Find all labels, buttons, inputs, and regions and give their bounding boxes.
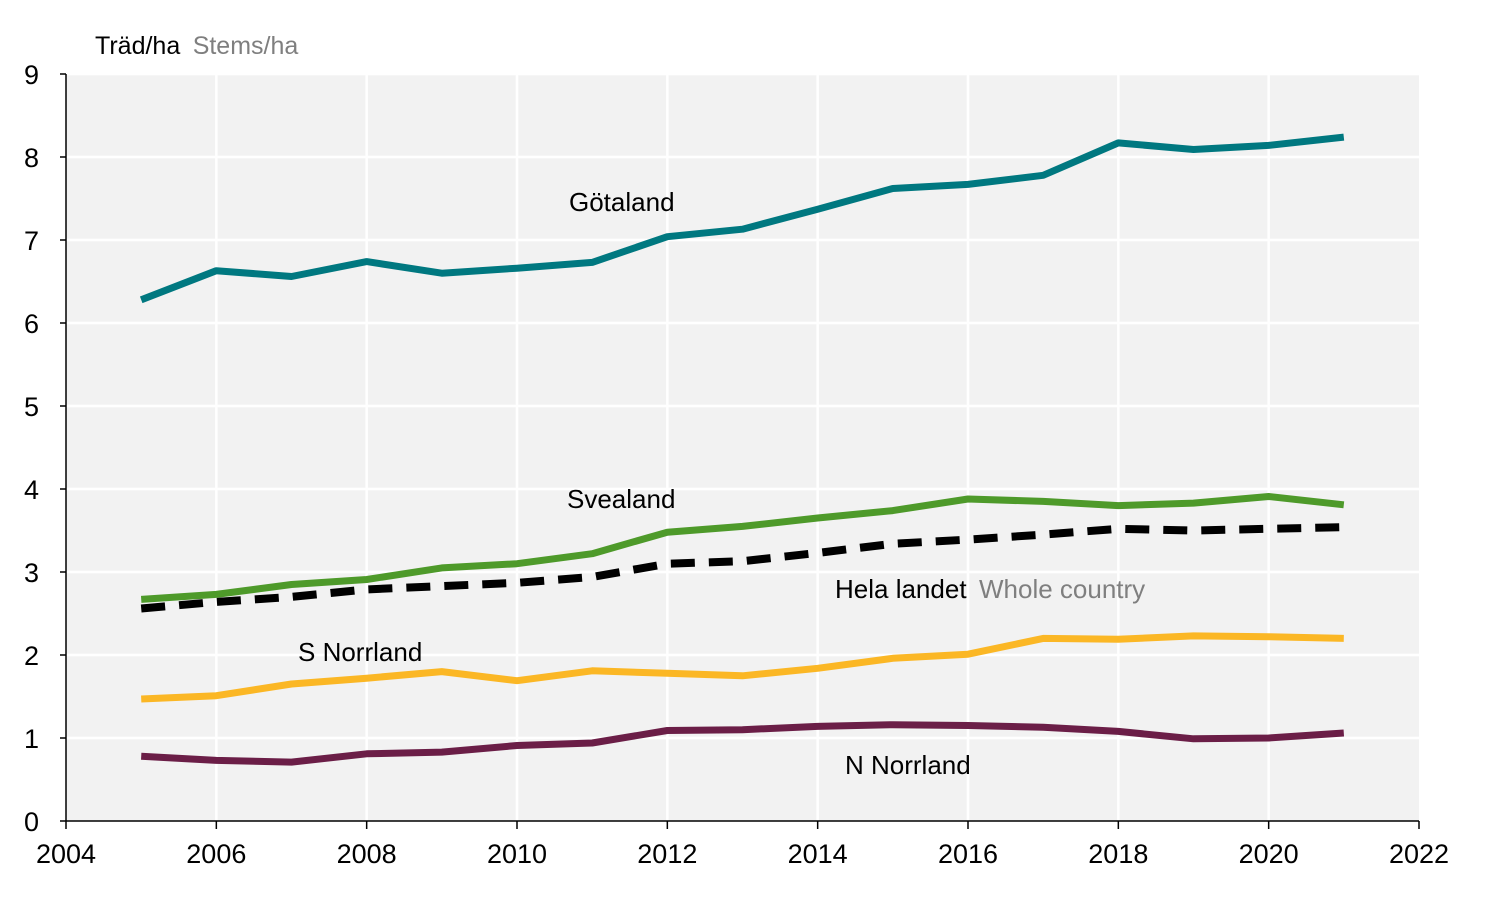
x-tick-label: 2004: [36, 839, 96, 869]
label-svealand: Svealand: [567, 484, 675, 514]
y-axis-unit-label: Träd/ha Stems/ha: [95, 32, 298, 60]
label-s-norrland: S Norrland: [298, 637, 422, 667]
series-line-gotaland: [139, 133, 1345, 304]
y-tick-label: 1: [24, 724, 39, 754]
x-tick-label: 2018: [1088, 839, 1148, 869]
y-tick-label: 5: [24, 392, 39, 422]
series-line-s-norrland: [141, 632, 1344, 703]
y-tick-label: 6: [24, 309, 39, 339]
gridlines: [66, 72, 1419, 821]
plot-background: [66, 74, 1419, 821]
label-hela-landet: Hela landet: [835, 574, 967, 604]
y-tick-label: 3: [24, 558, 39, 588]
y-tick-label: 9: [24, 60, 39, 90]
y-tick-label: 2: [24, 641, 39, 671]
x-tick-label: 2014: [788, 839, 848, 869]
label-whole-country-en: Whole country: [979, 574, 1145, 604]
series-line-hela-landet: [140, 523, 1344, 613]
x-tick-label: 2010: [487, 839, 547, 869]
series-lines: [139, 133, 1345, 766]
y-tick-label: 7: [24, 226, 39, 256]
y-tick-label: 0: [24, 807, 39, 837]
x-tick-label: 2008: [337, 839, 397, 869]
axes: 0 1 2 3 4 5 6 7 8 9 2004 2006 2008 2010 2012 2014 2016 20…: [24, 60, 1449, 869]
label-n-norrland: N Norrland: [845, 750, 971, 780]
series-line-n-norrland: [141, 721, 1345, 766]
y-tick-label: 4: [24, 475, 39, 505]
label-gotaland: Götaland: [569, 187, 675, 217]
label-whole-country: Hela landet Whole country: [835, 574, 1145, 604]
y-axis-label-en: Stems/ha: [193, 32, 299, 60]
x-tick-label: 2006: [186, 839, 246, 869]
x-tick-label: 2016: [938, 839, 998, 869]
y-tick-label: 8: [24, 143, 39, 173]
x-tick-label: 2012: [637, 839, 697, 869]
x-tick-label: 2022: [1389, 839, 1449, 869]
series-line-svealand: [140, 493, 1345, 603]
x-tick-label: 2020: [1239, 839, 1299, 869]
y-axis-label-sv: Träd/ha: [95, 32, 180, 60]
